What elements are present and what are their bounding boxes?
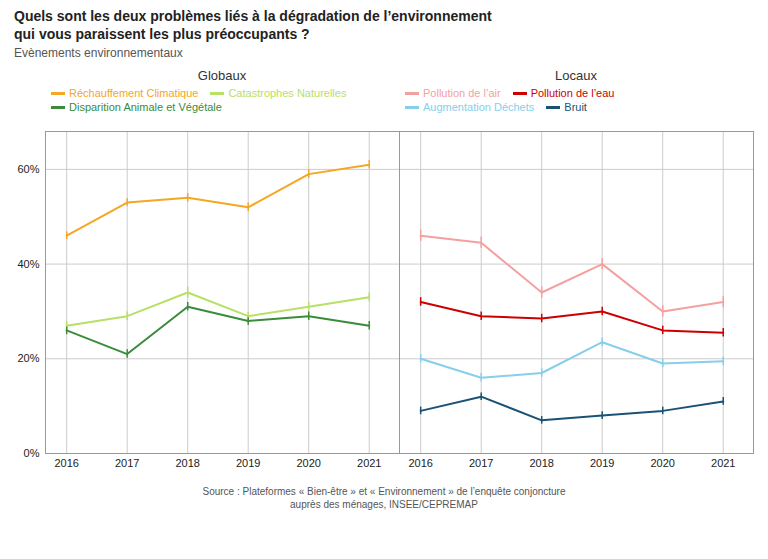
svg-text:2018: 2018 bbox=[529, 457, 553, 469]
svg-text:40%: 40% bbox=[17, 258, 39, 270]
html-text:Bruit: Bruit bbox=[564, 101, 587, 113]
svg-text:60%: 60% bbox=[17, 163, 39, 175]
svg-text:2021: 2021 bbox=[711, 457, 735, 469]
svg-text:2017: 2017 bbox=[115, 457, 139, 469]
svg-text:2021: 2021 bbox=[357, 457, 381, 469]
html-text:Réchauffement Climatique: Réchauffement Climatique bbox=[69, 87, 199, 99]
html-text:Pollution de l’eau: Pollution de l’eau bbox=[530, 87, 615, 99]
html-text:Quels sont les deux problèmes: Quels sont les deux problèmes liés à la … bbox=[14, 8, 492, 42]
html-text:Source : Plateformes « Bien-êt: Source : Plateformes « Bien-être » et « … bbox=[202, 486, 566, 510]
svg-text:0%: 0% bbox=[24, 447, 40, 459]
html-text:Evènements environnementaux: Evènements environnementaux bbox=[14, 46, 183, 60]
svg-text:2018: 2018 bbox=[175, 457, 199, 469]
html-text:Disparition Animale et Végétal: Disparition Animale et Végétale bbox=[69, 101, 222, 113]
svg-text:20%: 20% bbox=[17, 352, 39, 364]
html-text:Pollution de l’air: Pollution de l’air bbox=[423, 87, 501, 99]
html-text:Catastrophes Naturelles: Catastrophes Naturelles bbox=[228, 87, 347, 99]
html-text:Globaux: Globaux bbox=[197, 68, 247, 83]
svg-text:2020: 2020 bbox=[650, 457, 674, 469]
svg-text:2019: 2019 bbox=[236, 457, 260, 469]
html-text:Locaux: Locaux bbox=[555, 68, 597, 83]
svg-text:2017: 2017 bbox=[469, 457, 493, 469]
svg-text:2016: 2016 bbox=[408, 457, 432, 469]
svg-text:2016: 2016 bbox=[54, 457, 78, 469]
svg-text:2020: 2020 bbox=[296, 457, 320, 469]
svg-text:2019: 2019 bbox=[590, 457, 614, 469]
html-text:Augmentation Déchets: Augmentation Déchets bbox=[423, 101, 535, 113]
